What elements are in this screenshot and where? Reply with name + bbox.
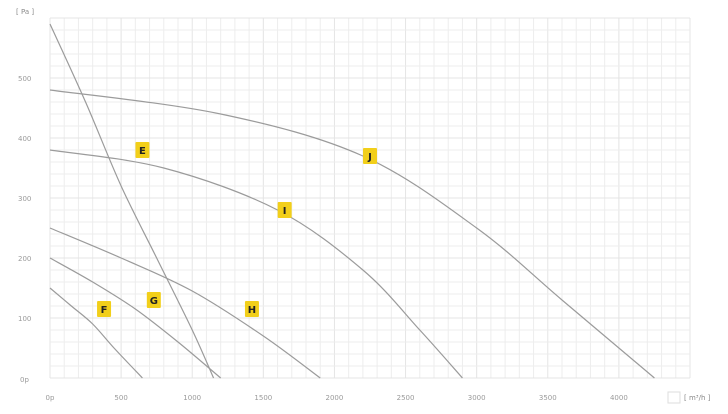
curve-label-badge [146,292,161,308]
x-tick-label: 1500 [254,394,272,402]
axes-layer: [ Pa ] 100 200 300 400 500 0p 500 1000 1500 2000… [16,8,711,404]
x-tick-label: 4000 [610,394,628,402]
x-tick-label: 0p [46,394,55,402]
curve-f [49,287,143,379]
x-tick-labels: 0p 500 1000 1500 2000 2500 3000 3500 4000 [46,394,628,402]
curve-label-g: G [146,292,161,308]
curve-label-text: E [139,146,146,157]
curve-g [49,257,222,379]
curve-label-h: H [244,301,259,317]
curve-label-text: I [283,206,287,217]
curve-label-badge [135,142,150,158]
curves-layer [49,23,655,379]
y-tick-label: 100 [18,315,31,323]
curve-i [49,149,463,379]
curve-label-text: J [367,152,372,163]
curve-label-e: E [135,142,150,158]
curve-label-badge [363,148,377,164]
curve-h [49,227,321,379]
x-axis-unit-label: [ m³/h ] [684,394,711,402]
x-tick-label: 3000 [468,394,486,402]
y-tick-label: 500 [18,75,31,83]
x-tick-label: 1000 [183,394,201,402]
curve-label-f: F [97,301,112,317]
x-tick-label: 2500 [397,394,415,402]
origin-label: 0p [20,376,29,384]
curve-label-text: F [101,305,108,316]
x-tick-label: 500 [114,394,127,402]
y-tick-label: 300 [18,195,31,203]
x-tick-label: 3500 [539,394,557,402]
x-axis-unit-box [667,391,681,404]
grid [49,17,691,379]
x-axis-unit-group: [ m³/h ] [667,391,711,404]
y-axis-unit-label: [ Pa ] [16,8,34,16]
y-tick-label: 400 [18,135,31,143]
curve-label-text: G [150,296,158,307]
y-tick-labels: 100 200 300 400 500 [18,75,31,323]
curve-j [49,89,655,379]
badges-layer: E F G H I J [97,142,377,317]
x-tick-label: 2000 [326,394,344,402]
curve-label-badge [97,301,112,317]
curve-label-text: H [248,305,256,316]
curve-e [49,23,215,379]
y-tick-label: 200 [18,255,31,263]
curve-label-badge [244,301,259,317]
curve-label-badge [277,202,292,218]
curve-label-i: I [277,202,292,218]
curve-label-j: J [363,148,377,164]
